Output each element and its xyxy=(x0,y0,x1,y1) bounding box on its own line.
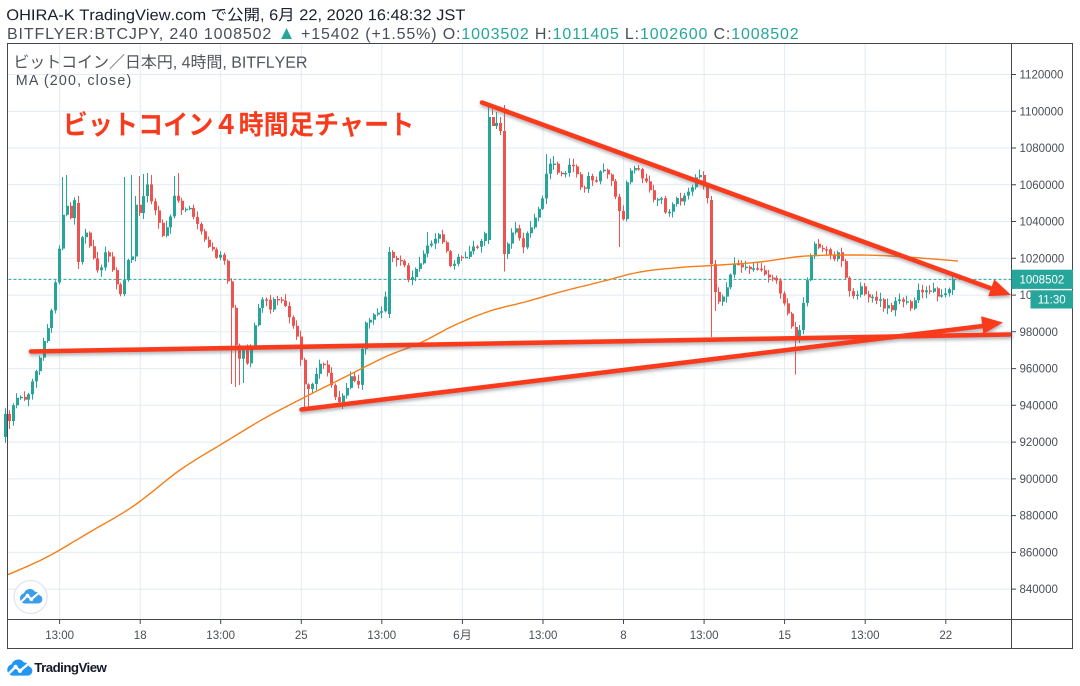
svg-text:1080000: 1080000 xyxy=(1020,143,1065,155)
svg-text:13:00: 13:00 xyxy=(367,630,396,642)
svg-text:1020000: 1020000 xyxy=(1020,253,1065,265)
svg-text:1040000: 1040000 xyxy=(1020,217,1065,229)
svg-text:880000: 880000 xyxy=(1020,511,1058,523)
svg-text:920000: 920000 xyxy=(1020,437,1058,449)
svg-text:980000: 980000 xyxy=(1020,327,1058,339)
svg-text:MA (200, close): MA (200, close) xyxy=(16,73,133,89)
svg-text:13:00: 13:00 xyxy=(690,630,719,642)
svg-text:940000: 940000 xyxy=(1020,400,1058,412)
svg-text:860000: 860000 xyxy=(1020,547,1058,559)
svg-text:BITFLYER:BTCJPY, 240 1008502 ▲: BITFLYER:BTCJPY, 240 1008502 ▲ +15402 (+… xyxy=(7,22,799,43)
svg-text:900000: 900000 xyxy=(1020,474,1058,486)
svg-text:13:00: 13:00 xyxy=(206,630,235,642)
svg-text:TradingView: TradingView xyxy=(34,660,107,675)
svg-text:25: 25 xyxy=(295,630,308,642)
svg-text:13:00: 13:00 xyxy=(45,630,74,642)
svg-text:1120000: 1120000 xyxy=(1020,70,1064,82)
svg-text:13:00: 13:00 xyxy=(851,630,880,642)
svg-text:15: 15 xyxy=(778,630,791,642)
svg-text:22: 22 xyxy=(939,630,952,642)
svg-text:13:00: 13:00 xyxy=(529,630,558,642)
svg-text:11:30: 11:30 xyxy=(1038,295,1066,307)
svg-text:1100000: 1100000 xyxy=(1020,106,1064,118)
svg-text:1060000: 1060000 xyxy=(1020,180,1065,192)
svg-text:840000: 840000 xyxy=(1020,584,1058,596)
svg-text:960000: 960000 xyxy=(1020,364,1058,376)
svg-text:18: 18 xyxy=(134,630,147,642)
svg-text:8: 8 xyxy=(620,630,626,642)
svg-text:1008502: 1008502 xyxy=(1020,274,1065,286)
